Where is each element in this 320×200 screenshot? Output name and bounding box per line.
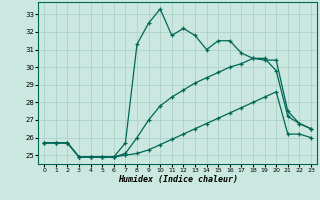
X-axis label: Humidex (Indice chaleur): Humidex (Indice chaleur) (118, 175, 238, 184)
